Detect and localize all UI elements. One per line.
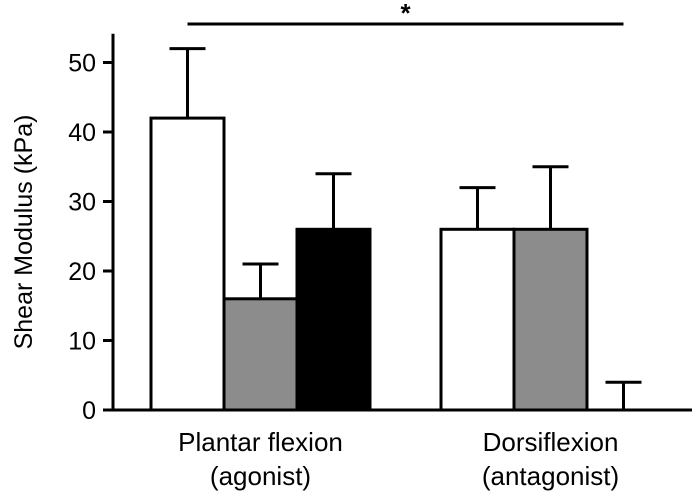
y-tick-label: 0 bbox=[82, 397, 96, 425]
y-tick-label: 10 bbox=[68, 328, 96, 356]
x-category-label: Dorsiflexion bbox=[483, 427, 619, 457]
y-tick-label: 20 bbox=[68, 258, 96, 286]
x-category-sublabel: (antagonist) bbox=[482, 461, 619, 491]
plot-area: 0 10 20 30 40 50 Plantar flexion (agonist) Dorsi… bbox=[68, 0, 692, 491]
bar bbox=[295, 227, 372, 412]
x-category-label: Plantar flexion bbox=[178, 427, 343, 457]
bar bbox=[222, 297, 299, 412]
bar bbox=[512, 227, 589, 412]
significance-marker: * bbox=[400, 0, 411, 28]
bar bbox=[149, 116, 226, 412]
x-category-sublabel: (agonist) bbox=[210, 461, 311, 491]
y-axis-title: Shear Modulus (kPa) bbox=[10, 115, 38, 350]
y-tick-label: 30 bbox=[68, 189, 96, 217]
y-tick-label: 50 bbox=[68, 50, 96, 78]
y-tick-label: 40 bbox=[68, 119, 96, 147]
bar bbox=[439, 227, 516, 412]
